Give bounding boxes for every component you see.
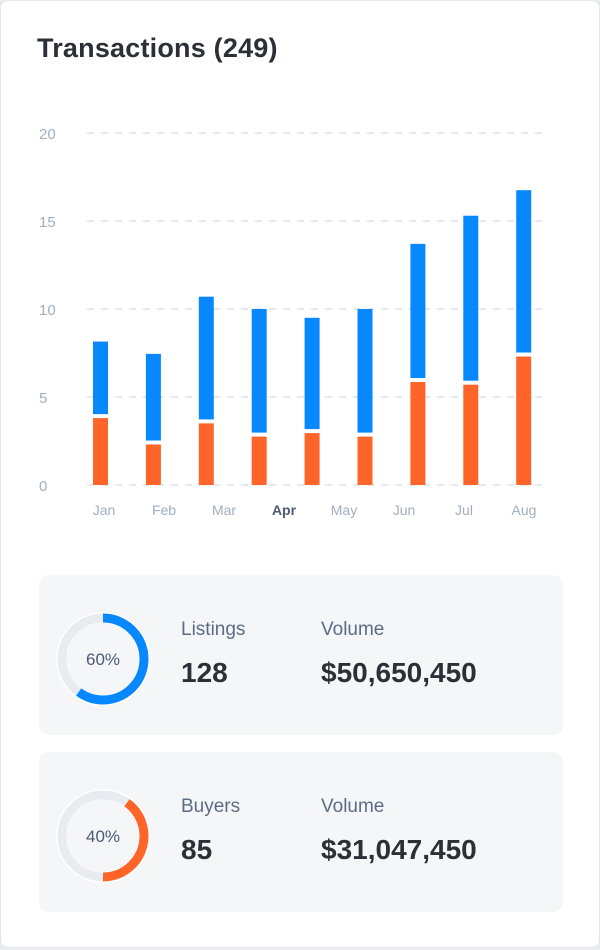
bar-orange xyxy=(93,418,108,485)
bar-orange xyxy=(304,433,320,485)
bar-blue xyxy=(357,309,373,433)
buyers-label: Buyers xyxy=(181,796,241,817)
x-tick-label: Aug xyxy=(512,502,537,518)
donut-percent-label: 60% xyxy=(86,650,120,669)
buyers-volume-value: $31,047,450 xyxy=(321,834,477,865)
x-tick-label: May xyxy=(331,502,357,518)
y-tick-label: 0 xyxy=(39,478,47,495)
transactions-bar-chart: 0 5 10 15 20 Jan Feb Mar Apr May Jun Jul Aug xyxy=(39,126,543,518)
card-title: Transactions (249) xyxy=(37,33,278,63)
buyers-donut: 40% xyxy=(56,789,150,883)
bar-orange xyxy=(251,436,267,485)
x-tick-label: Jun xyxy=(393,502,416,518)
y-tick-label: 15 xyxy=(39,214,56,231)
listings-volume-value: $50,650,450 xyxy=(321,657,477,688)
buyers-value: 85 xyxy=(181,834,213,865)
bar-blue xyxy=(198,296,214,420)
donut-center xyxy=(67,623,139,695)
donut-percent-label: 40% xyxy=(86,827,120,846)
listings-label: Listings xyxy=(181,619,246,640)
listings-stat-panel: 60% Listings 128 Volume $50,650,450 xyxy=(39,575,563,735)
bar-blue xyxy=(410,243,426,379)
x-tick-label: Feb xyxy=(152,502,176,518)
bar-blue xyxy=(251,309,267,433)
donut-progress xyxy=(57,790,149,882)
bar-orange xyxy=(357,436,373,485)
y-tick-label: 20 xyxy=(39,126,56,143)
bar-orange xyxy=(516,356,532,485)
donut-progress xyxy=(57,613,149,705)
x-tick-label: Jan xyxy=(93,502,116,518)
bar-blue xyxy=(304,317,320,430)
x-tick-label: Jul xyxy=(455,502,473,518)
buyers-volume-label: Volume xyxy=(321,796,385,817)
bar-blue xyxy=(463,215,479,381)
listings-donut: 60% xyxy=(56,612,150,706)
listings-value: 128 xyxy=(181,657,228,688)
buyers-stat-panel: 40% Buyers 85 Volume $31,047,450 xyxy=(39,752,563,912)
bar-orange xyxy=(463,384,479,485)
x-tick-label: Mar xyxy=(212,502,236,518)
bar-orange xyxy=(198,423,214,485)
bar-blue xyxy=(93,341,108,415)
listings-volume-label: Volume xyxy=(321,619,385,640)
y-tick-label: 10 xyxy=(39,302,56,319)
bar-blue xyxy=(145,353,161,441)
donut-center xyxy=(67,800,139,872)
bar-orange xyxy=(410,382,426,485)
bar-orange xyxy=(145,444,161,485)
y-tick-label: 5 xyxy=(39,390,47,407)
x-tick-label: Apr xyxy=(272,502,297,518)
bar-blue xyxy=(516,190,532,353)
